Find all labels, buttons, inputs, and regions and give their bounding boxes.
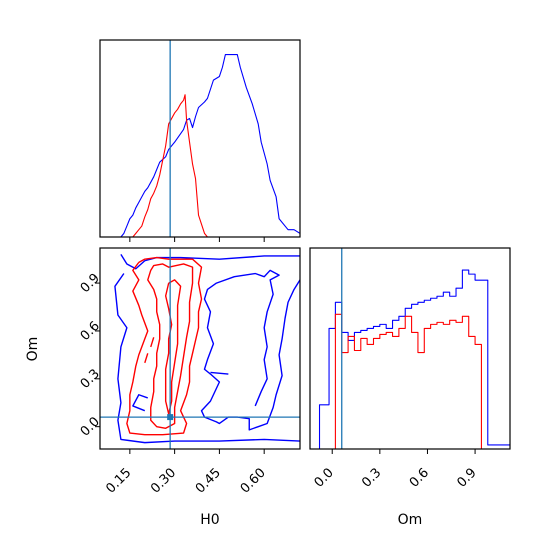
om-histogram-red-step xyxy=(310,314,510,449)
contour-red-line xyxy=(166,280,181,414)
contour-blue-line xyxy=(201,270,300,430)
om-histogram-x-tick-label: 0.3 xyxy=(359,465,384,490)
contour-x-tick-label: 0.60 xyxy=(238,465,269,496)
h0-histogram-panel xyxy=(100,40,300,237)
contour-blue-line xyxy=(121,254,300,268)
h0-histogram-red-step xyxy=(100,95,300,237)
om-histogram-x-tick-label: 0.6 xyxy=(407,465,432,490)
om-histogram-x-tick-label: 0.9 xyxy=(454,465,479,490)
contour-red-line xyxy=(151,337,154,347)
h0-histogram-frame xyxy=(100,40,300,237)
truth-marker xyxy=(167,414,173,420)
contour-y-axis-label: Om xyxy=(25,337,41,362)
contour-x-tick-label: 0.15 xyxy=(103,465,134,496)
om-histogram-frame xyxy=(310,248,510,449)
om-histogram-x-axis-label: Om xyxy=(398,512,423,528)
contour-blue-line xyxy=(210,372,228,374)
contour-y-tick-label: 0.6 xyxy=(78,319,103,344)
contour-x-tick-label: 0.30 xyxy=(148,465,179,496)
contour-y-tick-label: 0.0 xyxy=(78,414,103,439)
contour-x-tick-label: 0.45 xyxy=(193,465,224,496)
om-histogram-panel: Om xyxy=(310,248,510,528)
contour-y-tick-label: 0.9 xyxy=(78,271,103,296)
contour-x-axis-label: H0 xyxy=(200,512,219,528)
om-histogram-blue-step xyxy=(310,270,510,449)
h0-histogram-blue-step xyxy=(100,55,300,237)
contour-blue-line xyxy=(133,395,148,411)
contour-y-tick-label: 0.3 xyxy=(78,367,103,392)
om-histogram-x-tick-label: 0.0 xyxy=(312,465,337,490)
contour-red-line xyxy=(145,353,148,363)
